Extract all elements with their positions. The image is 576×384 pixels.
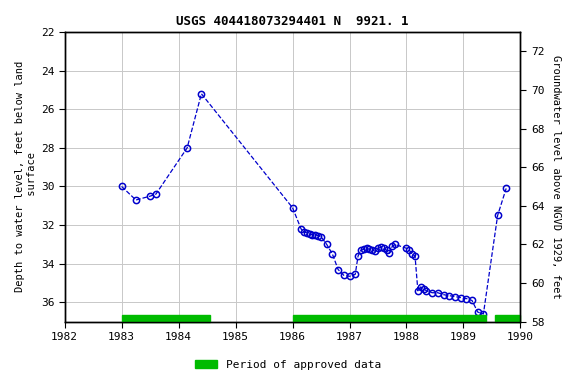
Y-axis label: Groundwater level above NGVD 1929, feet: Groundwater level above NGVD 1929, feet: [551, 55, 561, 299]
Bar: [122, 315, 210, 322]
Bar: [293, 315, 486, 322]
Legend: Period of approved data: Period of approved data: [191, 356, 385, 375]
Y-axis label: Depth to water level, feet below land
 surface: Depth to water level, feet below land su…: [15, 61, 37, 293]
Title: USGS 404418073294401 N  9921. 1: USGS 404418073294401 N 9921. 1: [176, 15, 409, 28]
Bar: [495, 315, 521, 322]
